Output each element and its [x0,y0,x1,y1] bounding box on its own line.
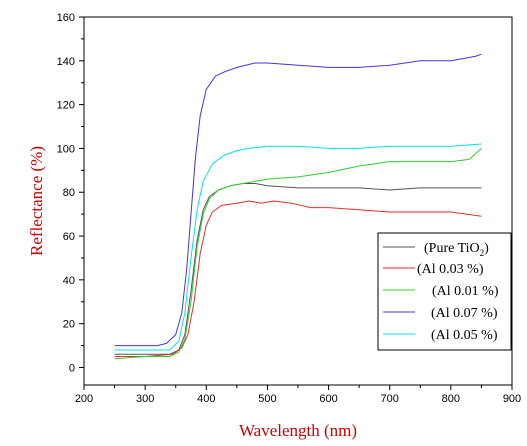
legend-box [377,232,512,351]
x-tick-label: 500 [258,393,276,405]
legend: (Pure TiO2) (Al 0.03 %) (Al 0.01 %) (Al 0.0… [377,232,512,351]
x-tick-label: 600 [319,393,337,405]
y-tick-label: 120 [57,100,75,112]
y-axis-title: Reflectance (%) [27,146,46,256]
legend-label-5: (Al 0.05 %) [431,328,498,343]
y-tick-label: 140 [57,56,75,68]
series-line-4 [114,53,482,347]
x-tick-label: 300 [136,393,154,405]
series-line-5 [114,143,482,351]
x-tick-label: 400 [197,393,215,405]
legend-label-3: (Al 0.01 %) [432,284,499,299]
legend-label-4: (Al 0.07 %) [431,306,498,321]
legend-label-2: (Al 0.03 %) [417,262,484,277]
legend-label-1: (Pure TiO2) [424,241,489,258]
y-tick-label: 80 [63,187,75,199]
x-axis-title: Wavelength (nm) [239,421,357,440]
plot-lines [114,53,482,360]
y-tick-label: 60 [63,231,75,243]
x-tick-label: 700 [381,393,399,405]
series-line-3 [114,148,482,360]
y-tick-label: 100 [57,143,75,155]
x-axis-ticks: 200 300 400 500 600 700 800 900 [75,385,521,405]
y-tick-label: 160 [57,12,75,24]
y-tick-label: 20 [63,319,75,331]
y-tick-label: 0 [69,362,75,374]
y-axis-ticks: 0 20 40 60 80 100 120 140 160 [57,12,84,374]
x-tick-label: 200 [75,393,93,405]
x-tick-label: 800 [442,393,460,405]
series-line-2 [114,200,482,357]
y-tick-label: 40 [63,275,75,287]
x-tick-label: 900 [503,393,521,405]
